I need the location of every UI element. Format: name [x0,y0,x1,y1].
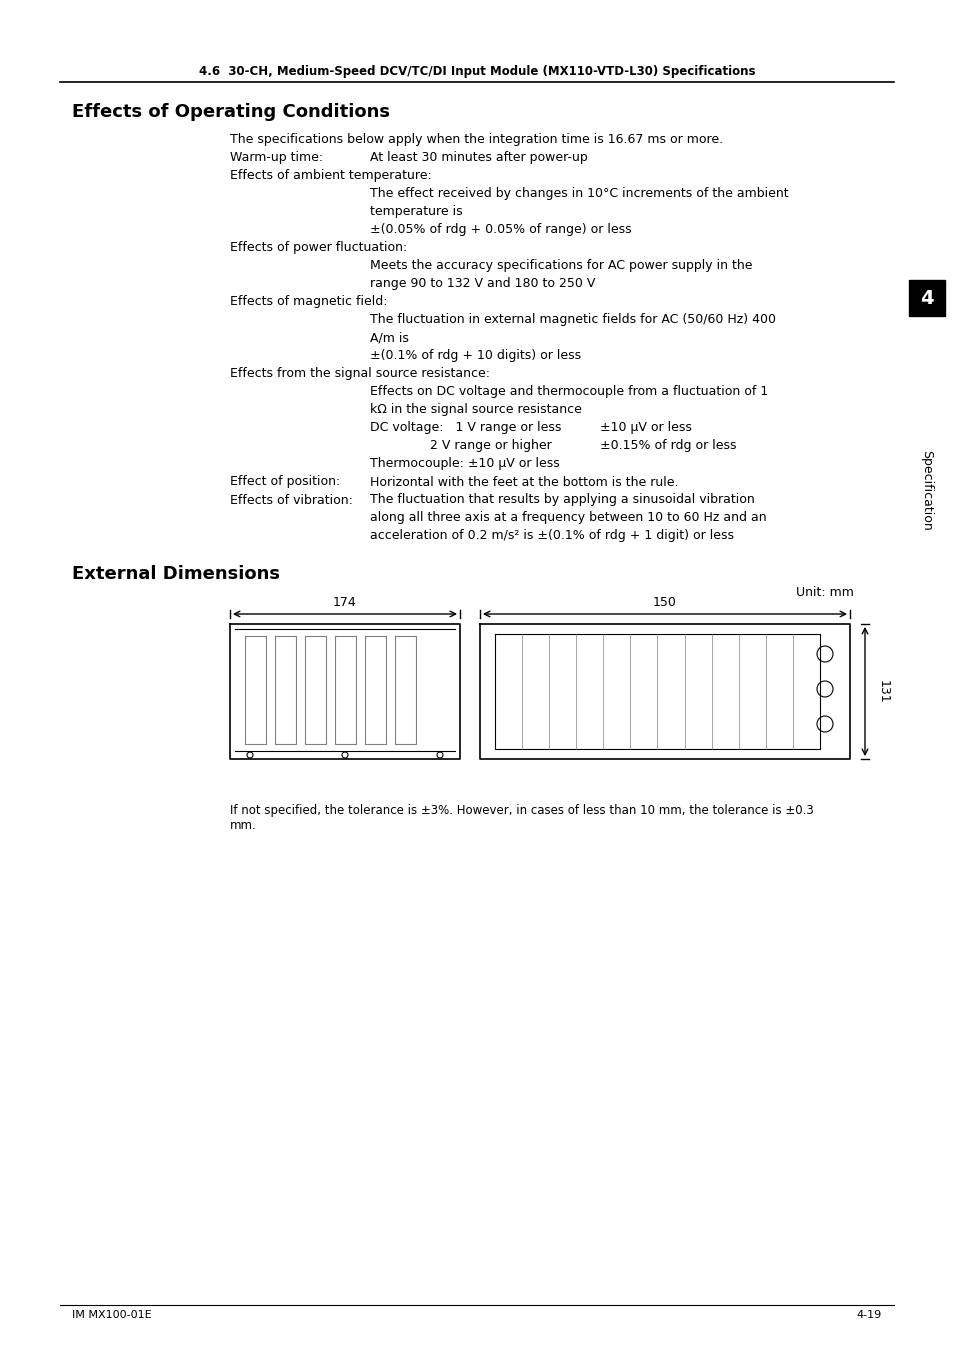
Text: 4.6  30-CH, Medium-Speed DCV/TC/DI Input Module (MX110-VTD-L30) Specifications: 4.6 30-CH, Medium-Speed DCV/TC/DI Input … [198,66,755,78]
Text: Horizontal with the feet at the bottom is the rule.: Horizontal with the feet at the bottom i… [370,475,678,489]
Text: ±10 μV or less: ±10 μV or less [599,421,691,435]
Text: kΩ in the signal source resistance: kΩ in the signal source resistance [370,404,581,417]
Text: Effects of power fluctuation:: Effects of power fluctuation: [230,242,407,255]
Text: A/m is: A/m is [370,332,409,344]
Text: Effects of Operating Conditions: Effects of Operating Conditions [71,103,390,122]
Text: Effects on DC voltage and thermocouple from a fluctuation of 1: Effects on DC voltage and thermocouple f… [370,386,767,398]
Text: Effects of magnetic field:: Effects of magnetic field: [230,296,387,309]
Text: acceleration of 0.2 m/s² is ±(0.1% of rdg + 1 digit) or less: acceleration of 0.2 m/s² is ±(0.1% of rd… [370,529,733,543]
Bar [908,279,944,316]
Text: 4-19: 4-19 [856,1310,882,1320]
Text: The effect received by changes in 10°C increments of the ambient: The effect received by changes in 10°C i… [370,188,788,201]
Text: Specification: Specification [920,450,933,531]
Text: The specifications below apply when the integration time is 16.67 ms or more.: The specifications below apply when the … [230,134,722,147]
Text: ±(0.05% of rdg + 0.05% of range) or less: ±(0.05% of rdg + 0.05% of range) or less [370,224,631,236]
Text: The fluctuation that results by applying a sinusoidal vibration: The fluctuation that results by applying… [370,494,754,506]
Text: along all three axis at a frequency between 10 to 60 Hz and an: along all three axis at a frequency betw… [370,512,766,525]
Text: Thermocouple: ±10 μV or less: Thermocouple: ±10 μV or less [370,458,559,471]
Text: 150: 150 [653,595,677,609]
Text: DC voltage:   1 V range or less: DC voltage: 1 V range or less [370,421,560,435]
Text: If not specified, the tolerance is ±3%. However, in cases of less than 10 mm, th: If not specified, the tolerance is ±3%. … [230,805,813,832]
Text: Meets the accuracy specifications for AC power supply in the: Meets the accuracy specifications for AC… [370,259,752,273]
Text: Warm-up time:: Warm-up time: [230,151,323,165]
Text: 174: 174 [333,595,356,609]
Text: IM MX100-01E: IM MX100-01E [71,1310,152,1320]
Text: ±(0.1% of rdg + 10 digits) or less: ±(0.1% of rdg + 10 digits) or less [370,350,580,363]
Text: Effects of ambient temperature:: Effects of ambient temperature: [230,170,432,182]
Text: 131: 131 [876,679,889,703]
Text: Effects from the signal source resistance:: Effects from the signal source resistanc… [230,367,490,381]
Text: Effect of position:: Effect of position: [230,475,340,489]
Text: Effects of vibration:: Effects of vibration: [230,494,353,506]
Text: ±0.15% of rdg or less: ±0.15% of rdg or less [599,440,736,452]
Text: 2 V range or higher: 2 V range or higher [430,440,551,452]
Text: The fluctuation in external magnetic fields for AC (50/60 Hz) 400: The fluctuation in external magnetic fie… [370,313,775,327]
Text: External Dimensions: External Dimensions [71,566,280,583]
Text: Unit: mm: Unit: mm [796,586,853,598]
Text: 4: 4 [920,289,933,308]
Text: At least 30 minutes after power-up: At least 30 minutes after power-up [370,151,587,165]
Text: temperature is: temperature is [370,205,462,219]
Text: range 90 to 132 V and 180 to 250 V: range 90 to 132 V and 180 to 250 V [370,278,595,290]
